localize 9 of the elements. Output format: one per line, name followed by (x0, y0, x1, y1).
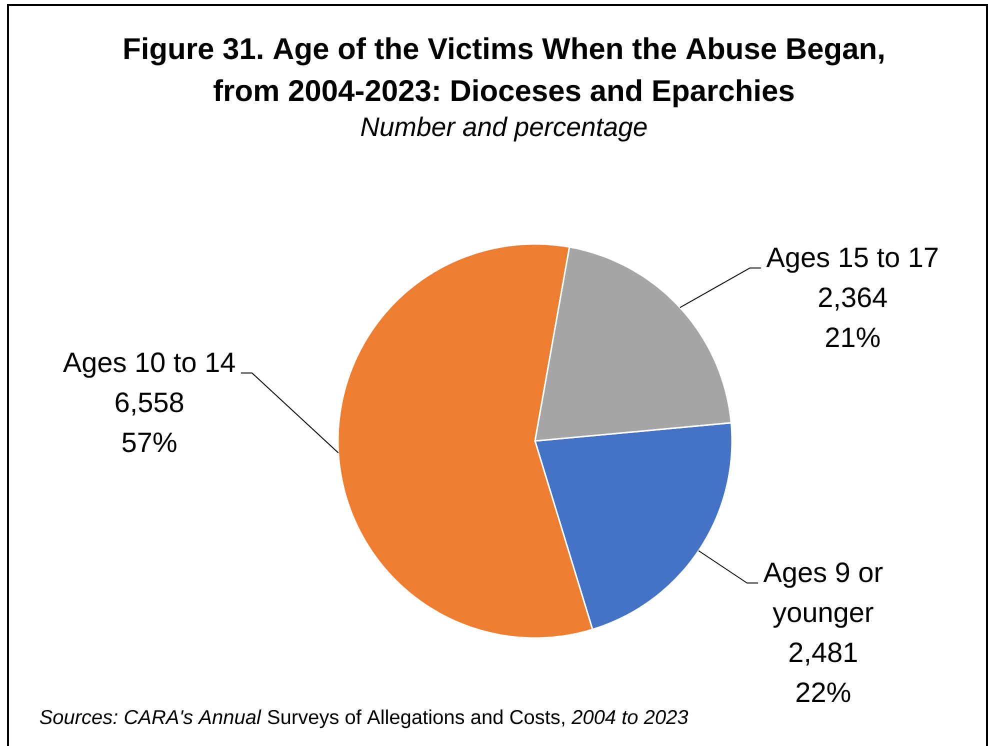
chart-title: Figure 31. Age of the Victims When the Abuse Began, from 2004-2023: Dioceses and Eparchies (124, 37, 884, 108)
slice-label: Ages 15 to 17 (766, 248, 938, 273)
slice-label: Ages 10 to 14 (63, 352, 235, 378)
slice-label: Ages 9 or younger (763, 562, 883, 628)
data-label: 6,558 57% (116, 392, 184, 452)
data-label: 2,481 22% (790, 642, 857, 702)
chart-subtitle: Number and percentage (361, 116, 647, 142)
text: Sources: CARA's Annual Surveys of Allegations and Costs, 2004 to 2023 (40, 709, 688, 728)
data-label: 2,364 21% (819, 287, 887, 348)
